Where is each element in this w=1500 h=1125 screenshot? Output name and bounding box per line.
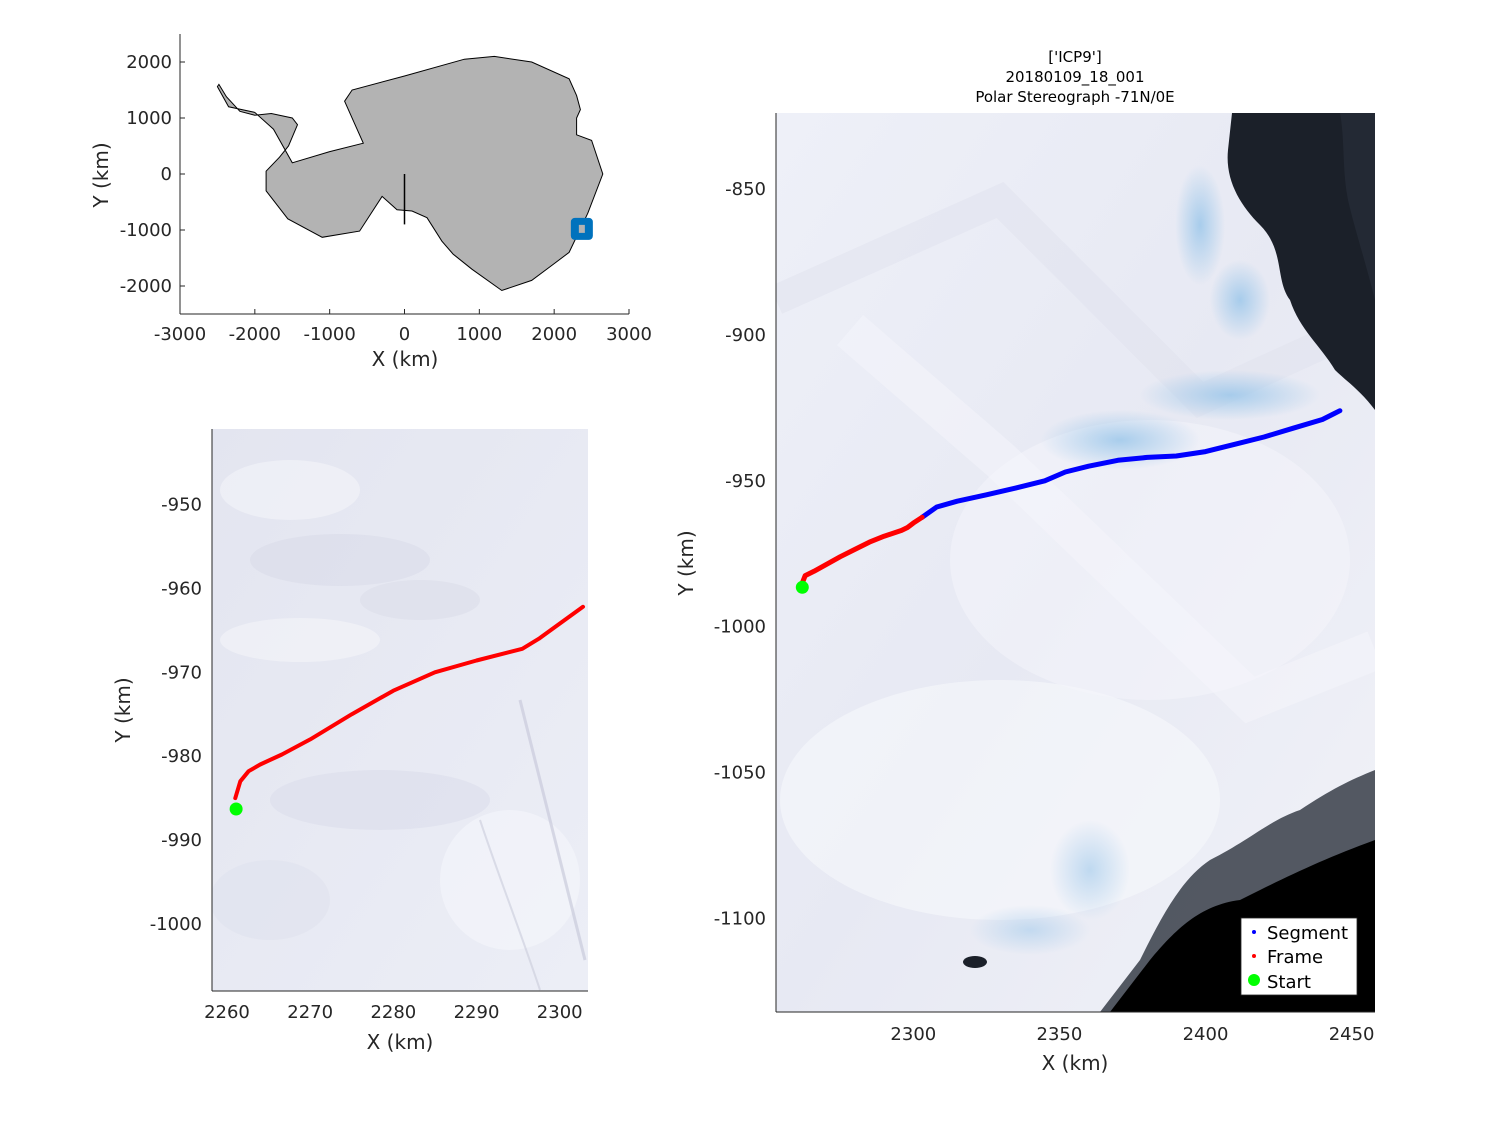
title-line-1: ['ICP9']: [1048, 48, 1101, 66]
x-tick-label: 2000: [531, 324, 577, 345]
main-segment-line: [919, 408, 1343, 520]
legend-start-label: Start: [1267, 972, 1311, 993]
title-line-3: Polar Stereograph -71N/0E: [975, 88, 1174, 106]
detail-y-axis-label: Y (km): [111, 677, 135, 743]
main-y-axis-label: Y (km): [674, 530, 698, 596]
x-tick-label: 3000: [606, 324, 652, 345]
y-tick-label: -1050: [714, 763, 766, 784]
detail-axes: 2260 2270 2280 2290 2300 -950 -960 -970 -980 -990…: [150, 429, 588, 1023]
legend-segment-swatch: [1252, 930, 1256, 934]
overview-y-axis-label: Y (km): [89, 142, 113, 208]
y-tick-label: -990: [161, 830, 202, 851]
x-tick-label: 2350: [1037, 1024, 1083, 1045]
x-tick-label: 2400: [1183, 1024, 1229, 1045]
legend-frame-label: Frame: [1267, 947, 1323, 968]
ocean-top-right: [1227, 113, 1375, 410]
legend-segment-label: Segment: [1267, 923, 1348, 944]
antarctica-landmass: [216, 55, 604, 292]
y-tick-label: -960: [161, 578, 202, 599]
x-tick-label: 2290: [454, 1002, 500, 1023]
x-tick-label: 1000: [456, 324, 502, 345]
y-tick-label: -2000: [120, 276, 172, 297]
y-tick-label: 0: [161, 164, 172, 185]
legend-start-swatch: [1248, 974, 1260, 986]
y-tick-label: -950: [161, 494, 202, 515]
detail-map: 2260 2270 2280 2290 2300 -950 -960 -970 -980 -990…: [111, 429, 588, 1054]
main-plot-data: [795, 408, 1343, 594]
x-tick-label: 2300: [890, 1024, 936, 1045]
overview-x-axis-label: X (km): [372, 347, 439, 371]
overview-axes: -3000 -2000 -1000 0 1000 2000 3000 -2000 -1000 0 1…: [120, 34, 652, 345]
main-frame-line: [799, 514, 925, 586]
y-tick-label: -900: [725, 325, 766, 346]
y-tick-label: -1000: [150, 914, 202, 935]
overview-map: -3000 -2000 -1000 0 1000 2000 3000 -2000 -1000 0 1…: [89, 34, 652, 371]
detail-x-axis-label: X (km): [367, 1030, 434, 1054]
location-marker-inner: [578, 224, 585, 233]
x-tick-label: -1000: [304, 324, 356, 345]
title-line-2: 20180109_18_001: [1005, 68, 1144, 87]
detail-start-marker: [229, 802, 243, 816]
detail-plot-data: [229, 604, 585, 816]
y-tick-label: -980: [161, 746, 202, 767]
main-map: 2300 2350 2400 2450 -850 -900 -950 -1000 -1050 -1…: [674, 113, 1375, 1075]
y-tick-label: -950: [725, 471, 766, 492]
y-tick-label: -1000: [120, 220, 172, 241]
x-tick-label: 0: [399, 324, 410, 345]
x-tick-label: 2260: [204, 1002, 250, 1023]
x-tick-label: 2280: [370, 1002, 416, 1023]
main-start-marker: [795, 580, 809, 594]
y-tick-label: -1100: [714, 909, 766, 930]
x-tick-label: -2000: [229, 324, 281, 345]
detail-frame-line: [233, 604, 585, 801]
legend-frame-swatch: [1252, 954, 1256, 958]
main-axes: 2300 2350 2400 2450 -850 -900 -950 -1000 -1050 -1…: [714, 113, 1375, 1045]
x-tick-label: 2300: [537, 1002, 583, 1023]
main-x-axis-label: X (km): [1042, 1051, 1109, 1075]
y-tick-label: -850: [725, 179, 766, 200]
x-tick-label: 2450: [1329, 1024, 1375, 1045]
y-tick-label: 2000: [126, 52, 172, 73]
y-tick-label: -1000: [714, 617, 766, 638]
x-tick-label: 2270: [287, 1002, 333, 1023]
legend: Segment Frame Start: [1240, 917, 1358, 996]
detail-imagery-texture: [212, 460, 587, 991]
y-tick-label: 1000: [126, 108, 172, 129]
x-tick-label: -3000: [154, 324, 206, 345]
legend-box: [1240, 917, 1358, 996]
y-tick-label: -970: [161, 662, 202, 683]
